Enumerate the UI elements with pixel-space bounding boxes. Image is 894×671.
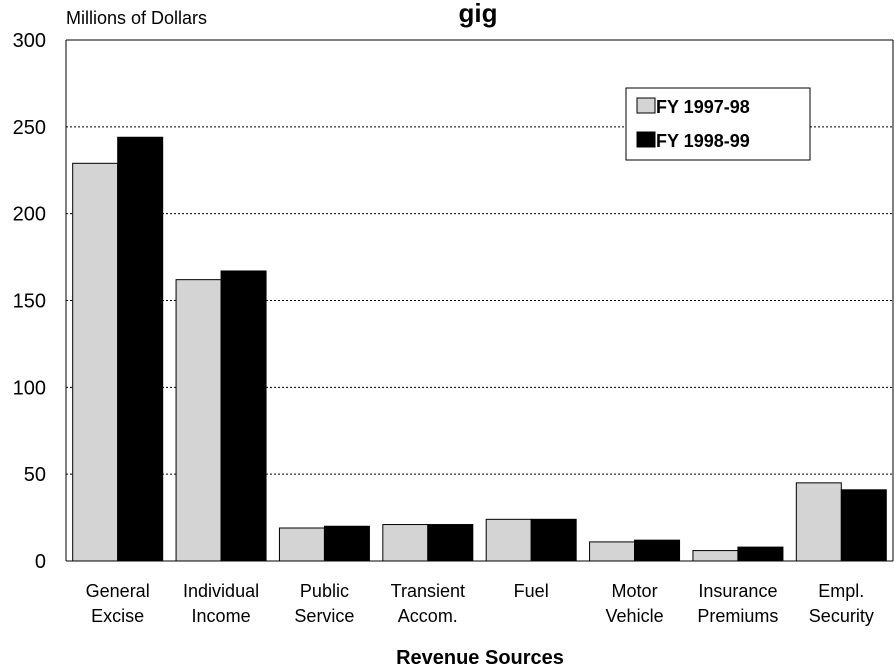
y-tick-label: 200 <box>13 204 46 226</box>
x-category-label-line: Excise <box>91 606 144 626</box>
x-axis-label: Revenue Sources <box>396 647 564 669</box>
x-category-label: Transient Accom. <box>391 581 465 626</box>
bar-fy1998-99 <box>427 524 474 562</box>
bar-fy1997-98 <box>382 524 429 562</box>
y-tick-label: 300 <box>13 30 46 52</box>
legend-label: FY 1997-98 <box>656 97 750 117</box>
x-category-label: Empl. Security <box>809 581 874 626</box>
legend-swatch <box>636 131 656 148</box>
x-category-label-line: Accom. <box>398 606 458 626</box>
bar-fy1997-98 <box>589 541 636 562</box>
legend-swatch <box>636 97 656 114</box>
y-axis-label: Millions of Dollars <box>66 8 207 28</box>
x-category-label-line: Insurance <box>698 581 777 601</box>
y-tick-label: 150 <box>13 291 46 313</box>
y-tick-label: 50 <box>24 464 46 486</box>
x-category-label-line: Empl. <box>818 581 864 601</box>
bar-fy1998-99 <box>220 270 267 562</box>
legend-box <box>625 87 811 161</box>
x-category-labels: General Excise Individual Income Public Servi… <box>86 581 874 626</box>
x-category-label-line: Motor <box>612 581 658 601</box>
x-category-label: Public Service <box>294 581 354 626</box>
x-category-label-line: Public <box>300 581 349 601</box>
y-tick-labels: 0 50 100 150 200 250 300 <box>13 30 46 573</box>
x-category-label-line: Transient <box>391 581 465 601</box>
x-category-label-line: Premiums <box>697 606 778 626</box>
x-category-label: Individual Income <box>183 581 259 626</box>
bar-fy1997-98 <box>795 482 842 562</box>
bar-fy1998-99 <box>737 546 784 562</box>
x-category-label: Insurance Premiums <box>697 581 778 626</box>
bars <box>72 136 887 562</box>
bar-fy1997-98 <box>692 550 739 562</box>
chart-title-fragment: gig <box>459 0 498 28</box>
bar-fy1998-99 <box>117 136 164 562</box>
x-category-label: General Excise <box>86 581 150 626</box>
bar-fy1998-99 <box>634 539 681 562</box>
x-category-label: Motor Vehicle <box>606 581 664 626</box>
x-category-label-line: Fuel <box>514 581 549 601</box>
bar-fy1998-99 <box>840 489 887 562</box>
x-category-label-line: Service <box>294 606 354 626</box>
bar-fy1997-98 <box>485 518 532 562</box>
bar-fy1997-98 <box>72 162 119 562</box>
y-tick-label: 0 <box>35 551 46 573</box>
y-tick-label: 250 <box>13 117 46 139</box>
x-category-label-line: Individual <box>183 581 259 601</box>
y-tick-label: 100 <box>13 377 46 399</box>
bar-fy1997-98 <box>175 279 222 562</box>
x-category-label-line: Income <box>192 606 251 626</box>
bar-fy1998-99 <box>323 525 370 562</box>
x-category-label-line: Security <box>809 606 874 626</box>
legend: FY 1997-98 FY 1998-99 <box>625 87 811 161</box>
legend-label: FY 1998-99 <box>656 131 750 151</box>
bar-fy1997-98 <box>278 527 325 562</box>
x-category-label-line: Vehicle <box>606 606 664 626</box>
x-category-label-line: General <box>86 581 150 601</box>
x-category-label: Fuel <box>514 581 549 601</box>
bar-fy1998-99 <box>530 518 577 562</box>
